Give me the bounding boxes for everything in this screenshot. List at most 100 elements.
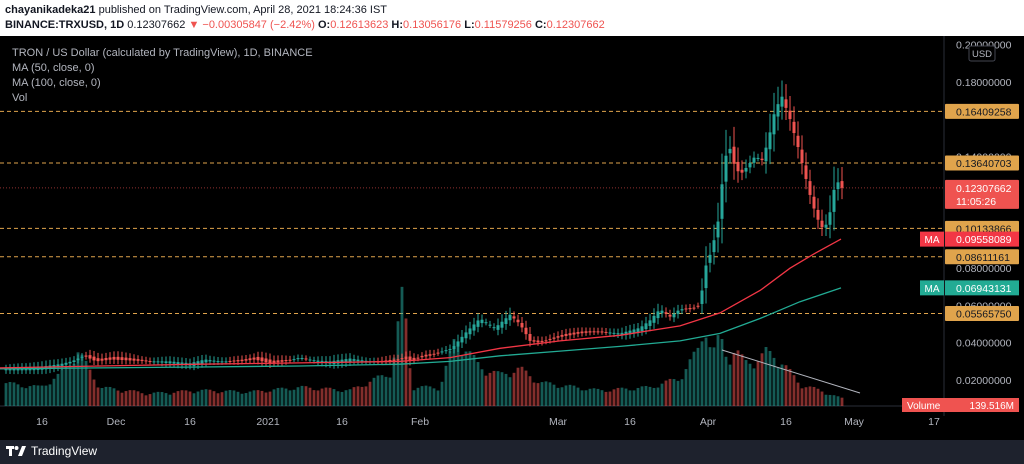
legend-ma100[interactable]: MA (100, close, 0) [12, 77, 101, 89]
candle-body[interactable] [548, 338, 552, 340]
level-badge[interactable] [945, 155, 1019, 171]
candle-body[interactable] [396, 359, 400, 361]
candle-body[interactable] [772, 114, 776, 135]
candle-body[interactable] [404, 356, 408, 360]
candle-body[interactable] [264, 358, 268, 363]
candle-body[interactable] [84, 355, 88, 357]
candle-body[interactable] [116, 356, 120, 360]
candle-body[interactable] [560, 334, 564, 337]
ma-value-badge[interactable] [945, 231, 1019, 247]
candle-body[interactable] [528, 334, 532, 341]
candle-body[interactable] [460, 336, 464, 343]
level-badge[interactable] [945, 306, 1019, 322]
legend-ma50[interactable]: MA (50, close, 0) [12, 62, 95, 74]
candle-body[interactable] [8, 368, 12, 371]
candle-body[interactable] [708, 254, 712, 263]
candle-body[interactable] [652, 315, 656, 323]
candle-body[interactable] [304, 358, 308, 360]
candle-body[interactable] [112, 356, 116, 360]
candle-body[interactable] [416, 357, 420, 359]
candle-body[interactable] [96, 358, 100, 362]
candle-body[interactable] [356, 359, 360, 362]
candle-body[interactable] [400, 358, 404, 360]
candle-body[interactable] [568, 333, 572, 336]
candle-body[interactable] [272, 360, 276, 363]
candle-body[interactable] [224, 361, 228, 363]
candle-body[interactable] [608, 332, 612, 334]
candle-body[interactable] [340, 359, 344, 364]
candle-body[interactable] [56, 364, 60, 367]
candle-body[interactable] [100, 358, 104, 361]
candle-body[interactable] [268, 359, 272, 364]
candle-body[interactable] [352, 359, 356, 361]
candle-body[interactable] [628, 330, 632, 335]
candle-body[interactable] [840, 181, 844, 188]
candle-body[interactable] [656, 311, 660, 319]
candle-body[interactable] [436, 352, 440, 354]
candle-body[interactable] [256, 356, 260, 361]
candle-body[interactable] [160, 361, 164, 363]
candle-body[interactable] [440, 351, 444, 353]
candle-body[interactable] [724, 155, 728, 182]
candle-body[interactable] [636, 328, 640, 333]
candle-body[interactable] [316, 360, 320, 362]
candle-body[interactable] [284, 359, 288, 362]
candle-body[interactable] [760, 158, 764, 161]
trendline-drawing[interactable] [721, 349, 861, 394]
candle-body[interactable] [128, 358, 132, 361]
candle-body[interactable] [712, 240, 716, 253]
candle-body[interactable] [172, 361, 176, 364]
candle-body[interactable] [508, 314, 512, 321]
candle-body[interactable] [104, 357, 108, 361]
candle-body[interactable] [804, 165, 808, 179]
candle-body[interactable] [540, 340, 544, 343]
candle-body[interactable] [448, 348, 452, 350]
candle-body[interactable] [648, 320, 652, 326]
candle-body[interactable] [4, 369, 8, 371]
candle-body[interactable] [392, 359, 396, 362]
candle-body[interactable] [796, 135, 800, 148]
candle-body[interactable] [196, 361, 200, 365]
candle-body[interactable] [420, 355, 424, 358]
candle-body[interactable] [168, 361, 172, 364]
candle-body[interactable] [516, 319, 520, 323]
candle-body[interactable] [428, 354, 432, 356]
candle-body[interactable] [824, 224, 828, 228]
candle-body[interactable] [444, 350, 448, 352]
level-badge[interactable] [945, 249, 1019, 265]
candle-body[interactable] [300, 358, 304, 360]
candle-body[interactable] [488, 324, 492, 326]
chart-area[interactable]: 0.200000000.180000000.140000000.10000000… [0, 36, 1024, 440]
candle-body[interactable] [764, 147, 768, 162]
candle-body[interactable] [740, 169, 744, 173]
candle-body[interactable] [456, 341, 460, 347]
tradingview-brand[interactable]: TradingView [6, 444, 97, 458]
candle-body[interactable] [320, 360, 324, 363]
candle-body[interactable] [232, 360, 236, 362]
candle-body[interactable] [140, 359, 144, 361]
candle-body[interactable] [788, 110, 792, 120]
candle-body[interactable] [696, 305, 700, 307]
candle-body[interactable] [208, 360, 212, 362]
candle-body[interactable] [812, 196, 816, 209]
candle-body[interactable] [80, 356, 84, 358]
candle-body[interactable] [92, 356, 96, 361]
candle-body[interactable] [360, 360, 364, 362]
candle-body[interactable] [292, 359, 296, 361]
candle-body[interactable] [312, 360, 316, 362]
candle-body[interactable] [228, 360, 232, 362]
candle-body[interactable] [388, 359, 392, 362]
candle-body[interactable] [592, 331, 596, 333]
candle-body[interactable] [468, 328, 472, 335]
candle-body[interactable] [536, 340, 540, 343]
candle-body[interactable] [612, 332, 616, 334]
candle-body[interactable] [732, 146, 736, 164]
candle-body[interactable] [344, 359, 348, 363]
candle-body[interactable] [600, 331, 604, 333]
candle-body[interactable] [660, 310, 664, 314]
currency-badge[interactable] [968, 45, 996, 62]
candle-body[interactable] [76, 358, 80, 361]
candle-body[interactable] [584, 331, 588, 333]
candle-body[interactable] [792, 121, 796, 134]
candle-body[interactable] [296, 358, 300, 360]
